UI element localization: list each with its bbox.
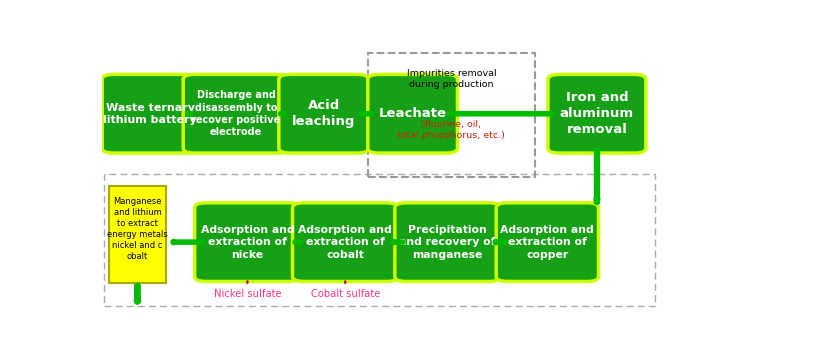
FancyBboxPatch shape — [278, 74, 368, 153]
FancyBboxPatch shape — [395, 203, 500, 282]
FancyBboxPatch shape — [194, 203, 300, 282]
FancyBboxPatch shape — [495, 203, 598, 282]
Text: Impurities removal
during production: Impurities removal during production — [406, 69, 495, 88]
Text: Discharge and
disassembly to
recover positive
electrode: Discharge and disassembly to recover pos… — [191, 90, 280, 137]
FancyBboxPatch shape — [292, 203, 397, 282]
Text: Leachate: Leachate — [378, 107, 446, 120]
Text: Adsorption and
extraction of
cobalt: Adsorption and extraction of cobalt — [298, 225, 391, 259]
Bar — [109, 186, 165, 283]
Text: Iron and
aluminum
removal: Iron and aluminum removal — [559, 91, 633, 136]
FancyBboxPatch shape — [547, 74, 645, 153]
FancyBboxPatch shape — [183, 74, 288, 153]
FancyBboxPatch shape — [368, 74, 457, 153]
FancyBboxPatch shape — [102, 74, 198, 153]
Text: Adsorption and
extraction of
copper: Adsorption and extraction of copper — [500, 225, 594, 259]
Text: Precipitation
and recovery of
manganese: Precipitation and recovery of manganese — [399, 225, 495, 259]
Text: Acid
leaching: Acid leaching — [292, 99, 355, 128]
Text: Nickel sulfate: Nickel sulfate — [213, 289, 281, 299]
Bar — [104, 174, 654, 306]
Bar — [368, 53, 534, 177]
Text: Cobalt sulfate: Cobalt sulfate — [310, 289, 379, 299]
Text: (fluorine, oil,
total phosphorus, etc.): (fluorine, oil, total phosphorus, etc.) — [397, 120, 505, 140]
Text: Adsorption and
extraction of
nicke: Adsorption and extraction of nicke — [201, 225, 294, 259]
Text: Waste ternary
lithium battery: Waste ternary lithium battery — [103, 102, 197, 125]
Text: Manganese
and lithium
to extract
energy metals
nickel and c
obalt: Manganese and lithium to extract energy … — [107, 197, 168, 261]
